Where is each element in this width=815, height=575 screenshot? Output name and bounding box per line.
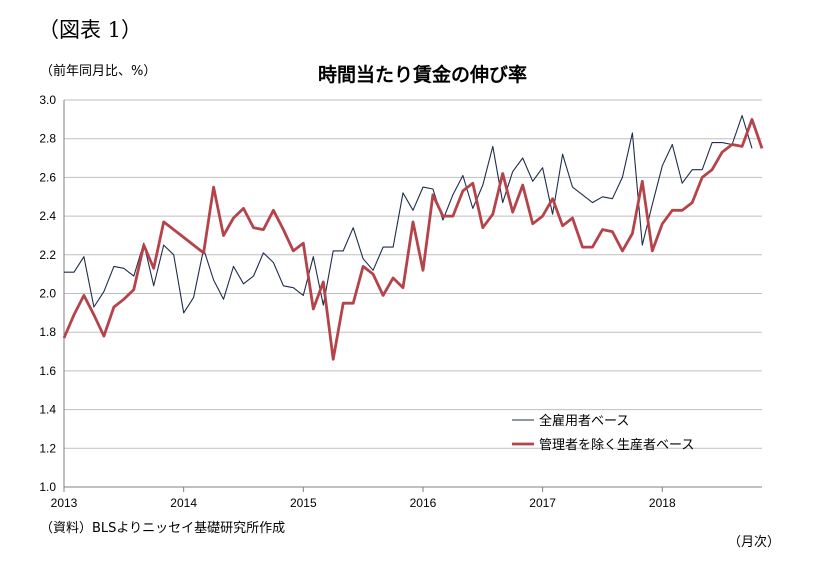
y-tick-label: 2.2 bbox=[39, 248, 56, 262]
figure-label: （図表 1） bbox=[38, 18, 143, 42]
source-note: （資料）BLSよりニッセイ基礎研究所作成 bbox=[40, 521, 286, 536]
x-tick-label: 2016 bbox=[410, 496, 437, 510]
y-tick-label: 2.4 bbox=[39, 209, 56, 223]
y-tick-label: 1.0 bbox=[39, 480, 56, 494]
y-unit-label: （前年同月比、%） bbox=[40, 64, 157, 79]
series-lines bbox=[62, 114, 764, 361]
x-tick-label: 2014 bbox=[170, 496, 197, 510]
y-tick-label: 1.4 bbox=[39, 403, 56, 417]
y-tick-labels: 3.0 2.8 2.6 2.4 2.2 2.0 1.8 1.6 1.4 1.2 1.0 bbox=[39, 93, 56, 494]
y-tick-label: 1.8 bbox=[39, 325, 56, 339]
grid-lines bbox=[63, 99, 762, 488]
series-line-1 bbox=[64, 114, 753, 314]
y-tick-label: 1.6 bbox=[39, 364, 56, 378]
x-tick-label: 2018 bbox=[649, 496, 676, 510]
x-unit-label: （月次） bbox=[728, 535, 781, 550]
x-tick-label: 2017 bbox=[529, 496, 556, 510]
y-tick-label: 3.0 bbox=[39, 93, 56, 107]
legend-label: 管理者を除く生産者ベース bbox=[539, 437, 694, 453]
x-tick-label: 2013 bbox=[51, 496, 78, 510]
y-tick-label: 2.6 bbox=[39, 170, 56, 184]
x-tick-labels: 2013 2014 2015 2016 2017 2018 bbox=[51, 487, 676, 510]
legend-label: 全雇用者ベース bbox=[539, 413, 629, 429]
series-line-2 bbox=[62, 118, 764, 361]
chart-title: 時間当たり賃金の伸び率 bbox=[317, 64, 527, 86]
y-tick-label: 2.8 bbox=[39, 132, 56, 146]
x-tick-label: 2015 bbox=[290, 496, 317, 510]
y-tick-label: 2.0 bbox=[39, 287, 56, 301]
y-tick-label: 1.2 bbox=[39, 441, 56, 455]
